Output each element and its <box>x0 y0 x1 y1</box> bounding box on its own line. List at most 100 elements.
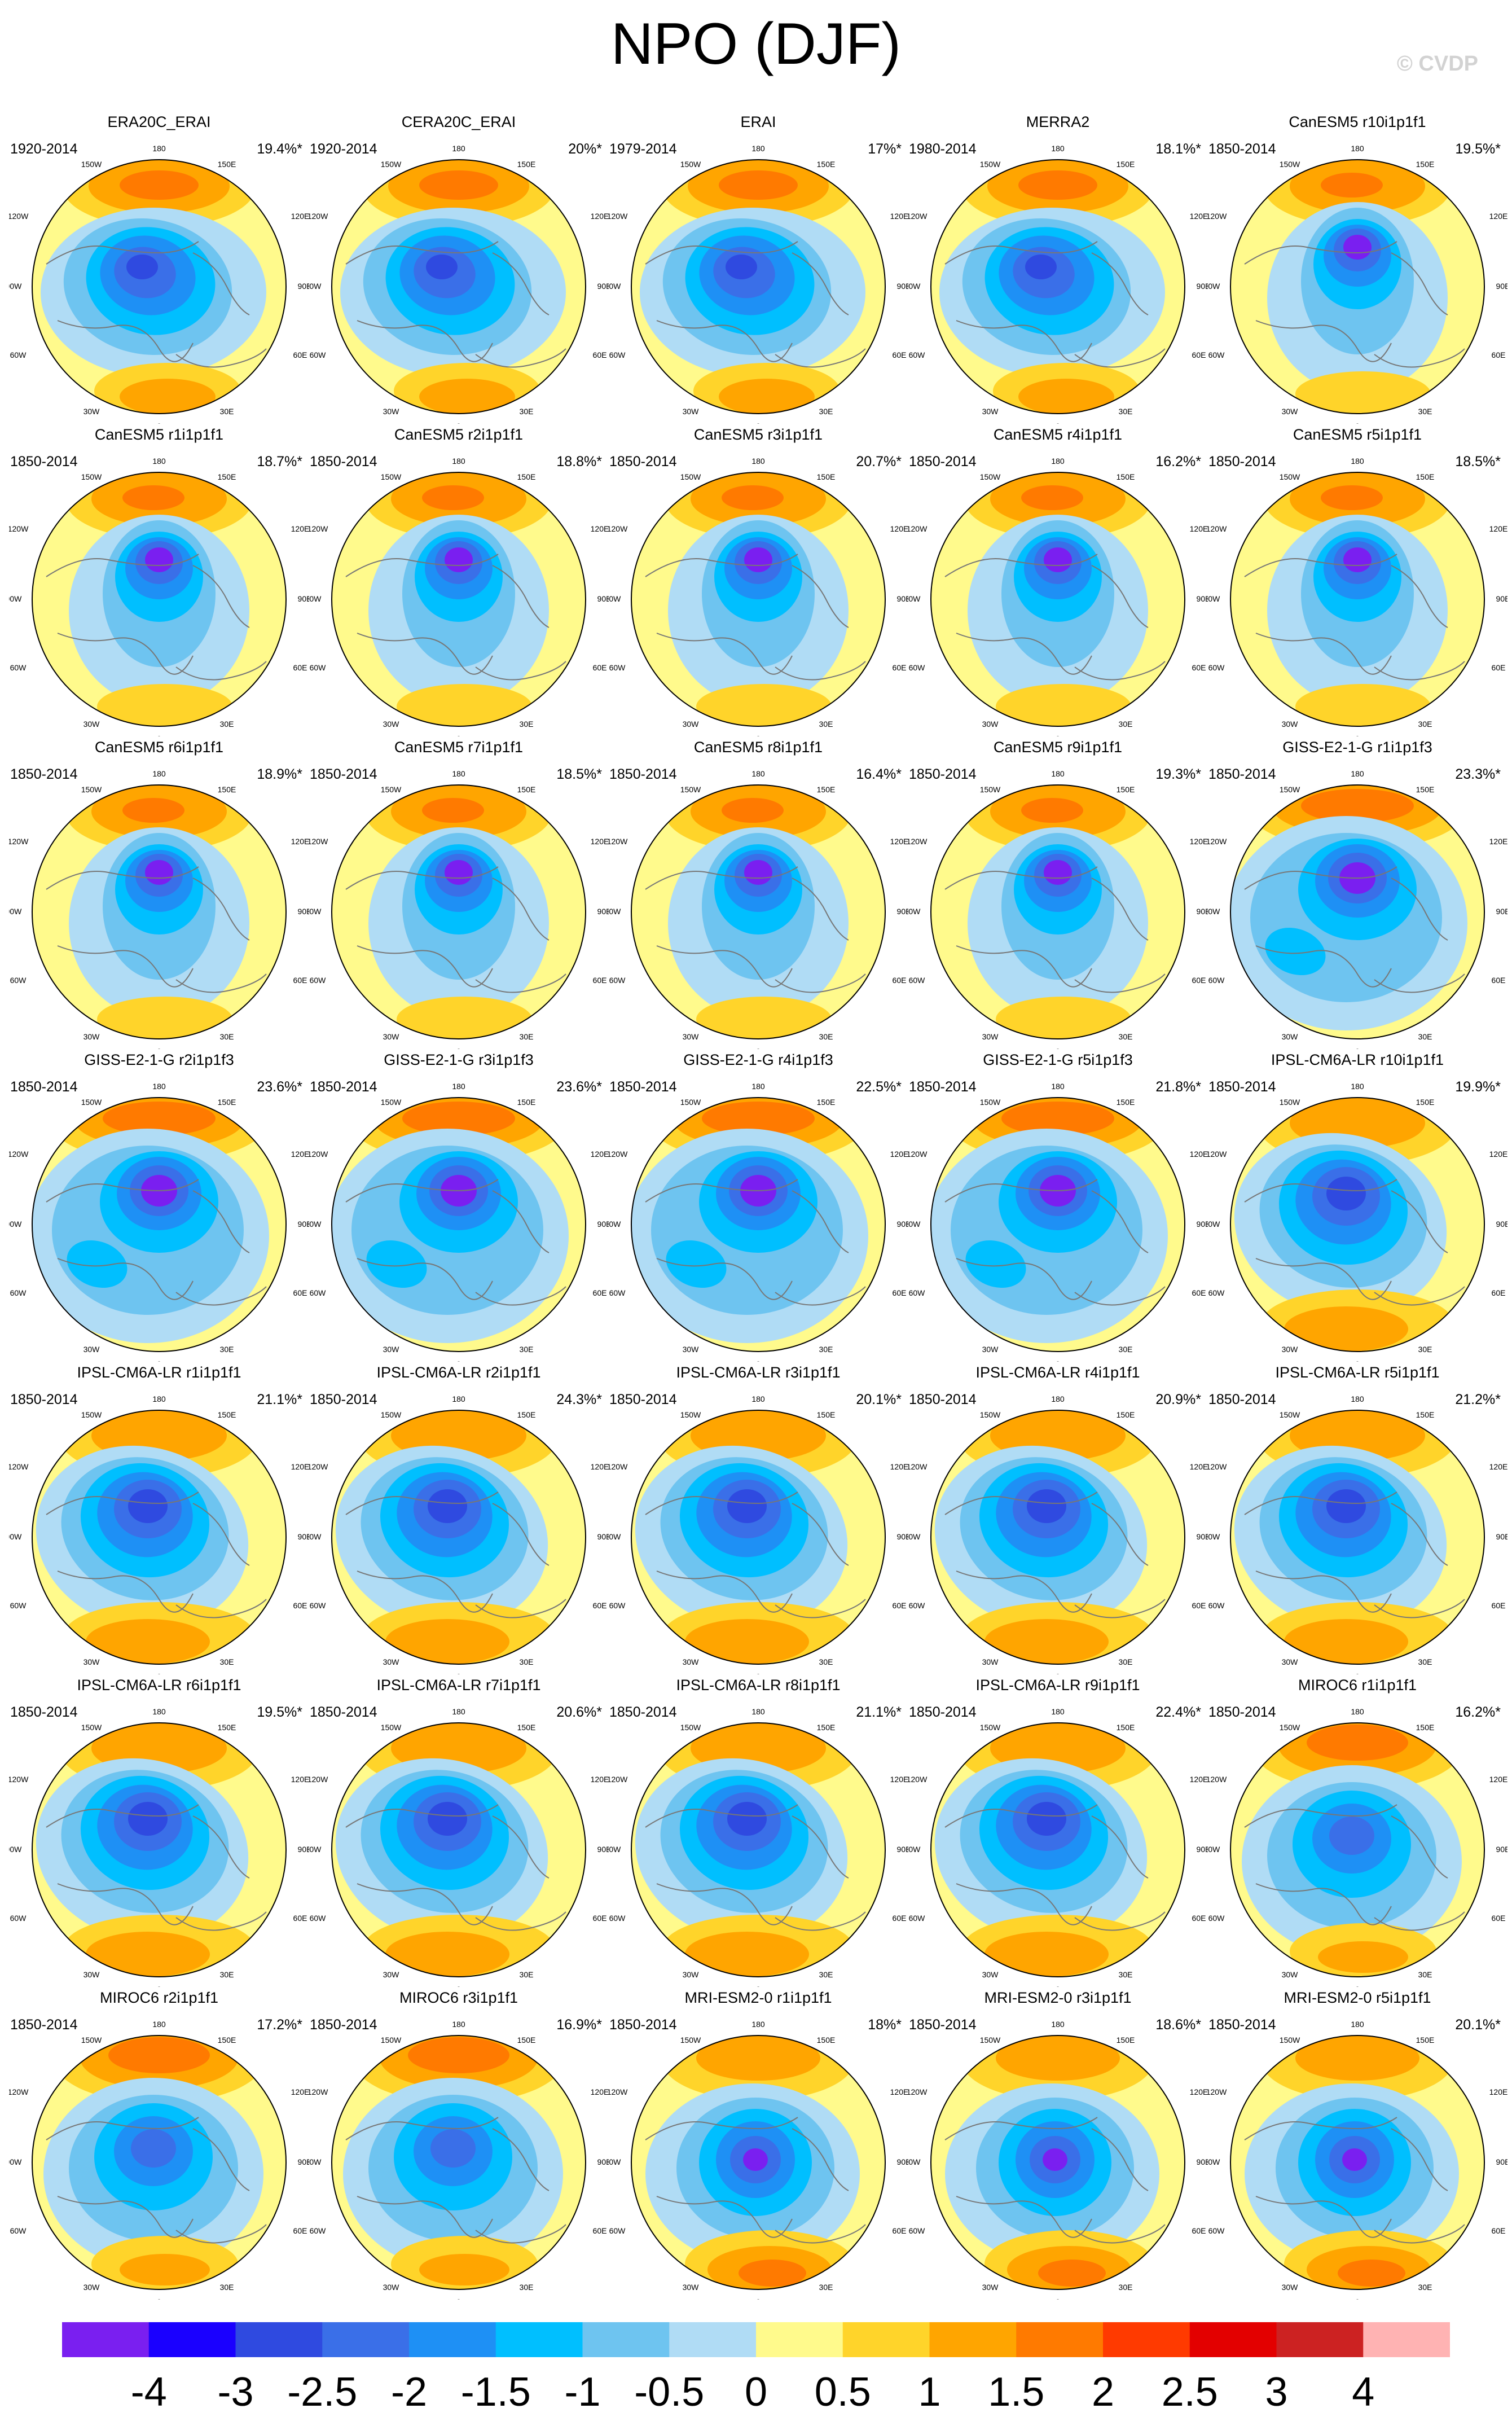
map-border <box>32 159 287 414</box>
colorbar-swatch <box>322 2322 410 2357</box>
coastline <box>46 241 267 368</box>
longitude-label: 120E <box>291 212 309 221</box>
contour-region <box>996 2035 1120 2081</box>
longitude-label: 180 <box>452 144 465 153</box>
contour-region <box>430 2129 476 2168</box>
longitude-label: 150E <box>218 1723 236 1732</box>
contour-region <box>419 2254 509 2285</box>
longitude-label: 30W <box>1282 720 1299 729</box>
longitude-label: 60E <box>893 2226 907 2235</box>
longitude-label: 120E <box>1489 1462 1507 1471</box>
longitude-label: 90W <box>1207 1532 1220 1541</box>
map-border <box>930 159 1185 414</box>
longitude-label: 150W <box>81 2035 102 2045</box>
contour-region <box>445 860 473 885</box>
map-panel: MERRA2 1980-2014 18.1%* 180 150W 150E 120W 120E… <box>908 113 1208 426</box>
contour-region <box>1027 1802 1066 1836</box>
longitude-label: 120E <box>1190 1775 1208 1784</box>
map-border <box>331 472 586 727</box>
map-panel: GISS-E2-1-G r3i1p1f3 1850-2014 23.6%* 180 15… <box>309 1051 609 1364</box>
panel-title: GISS-E2-1-G r2i1p1f3 <box>84 1051 234 1068</box>
longitude-label: 90W <box>9 1532 22 1541</box>
polar-map: 180 150W 150E 120W 120E 90W 90E 60W 60E 30W 30E 0 <box>9 2020 309 2300</box>
contour-region <box>408 2037 509 2073</box>
longitude-label: 120W <box>1207 1150 1227 1159</box>
longitude-label: 180 <box>152 769 166 778</box>
map-panel: MIROC6 r1i1p1f1 1850-2014 16.2%* 180 150W 150… <box>1207 1676 1507 1989</box>
longitude-label: 150W <box>980 1410 1001 1419</box>
longitude-label: 60E <box>593 1914 607 1923</box>
longitude-label: 120E <box>291 1775 309 1784</box>
polar-map: 180 150W 150E 120W 120E 90W 90E 60W 60E 30W 30E 0 <box>608 769 908 1049</box>
longitude-label: 30W <box>683 720 700 729</box>
longitude-label: 150W <box>381 160 402 169</box>
contour-region <box>666 1240 727 1288</box>
longitude-label: 90W <box>908 1845 921 1854</box>
longitude-label: 30E <box>1119 1345 1133 1354</box>
longitude-label: 150E <box>517 1723 536 1732</box>
panel-title: IPSL-CM6A-LR r4i1p1f1 <box>975 1364 1140 1381</box>
longitude-label: 0 <box>1355 1672 1360 1674</box>
contour-region <box>108 2037 210 2073</box>
panel-years: 1920-2014 <box>10 141 78 157</box>
longitude-label: 90E <box>1496 594 1507 603</box>
map-border <box>930 784 1185 1039</box>
contour-region <box>385 1932 509 1977</box>
panel-years: 1850-2014 <box>1208 1079 1276 1095</box>
longitude-label: 60W <box>10 976 27 985</box>
longitude-label: 0 <box>456 422 461 424</box>
longitude-label: 0 <box>1056 734 1060 736</box>
longitude-label: 60E <box>1192 1288 1206 1297</box>
longitude-label: 90W <box>608 282 621 291</box>
longitude-label: 150W <box>1280 1410 1300 1419</box>
longitude-label: 0 <box>1056 1672 1060 1674</box>
contour-region <box>397 684 532 726</box>
panel-years: 1850-2014 <box>909 766 977 782</box>
panel-variance: 20.7%* <box>856 454 902 470</box>
longitude-label: 60W <box>10 350 27 359</box>
panel-title: CanESM5 r5i1p1f1 <box>1293 426 1422 443</box>
longitude-label: 150W <box>680 1098 701 1107</box>
colorbar-label: 3 <box>1265 2370 1287 2415</box>
panel-years: 1850-2014 <box>310 1079 377 1095</box>
colorbar-label: 0 <box>745 2370 767 2415</box>
longitude-label: 90E <box>897 2157 908 2166</box>
longitude-label: 180 <box>751 144 765 153</box>
longitude-label: 30E <box>520 1032 534 1041</box>
longitude-label: 30E <box>520 1345 534 1354</box>
longitude-label: 60W <box>1208 663 1225 672</box>
longitude-label: 120E <box>1190 1462 1208 1471</box>
longitude-label: 60E <box>1192 1914 1206 1923</box>
contour-region <box>1295 371 1431 414</box>
panel-variance: 16.9%* <box>556 2017 602 2033</box>
longitude-label: 180 <box>152 1707 166 1716</box>
longitude-label: 30W <box>83 2283 100 2292</box>
longitude-label: 60E <box>893 663 907 672</box>
map-border <box>1230 2035 1485 2290</box>
longitude-label: 30E <box>1119 1657 1133 1666</box>
longitude-label: 90W <box>908 1219 921 1229</box>
polar-map: 180 150W 150E 120W 120E 90W 90E 60W 60E 30W 30E 0 <box>1207 2020 1507 2300</box>
panel-title: MIROC6 r2i1p1f1 <box>99 1989 219 2006</box>
longitude-label: 60E <box>1492 2226 1506 2235</box>
longitude-label: 90E <box>1197 282 1208 291</box>
panel-title: MIROC6 r1i1p1f1 <box>1298 1677 1417 1694</box>
polar-map: 180 150W 150E 120W 120E 90W 90E 60W 60E 30W 30E 0 <box>9 1082 309 1362</box>
longitude-label: 120E <box>291 2087 309 2096</box>
longitude-label: 150E <box>1416 1410 1435 1419</box>
longitude-label: 90W <box>608 1532 621 1541</box>
longitude-label: 150E <box>218 785 236 794</box>
map-border <box>331 784 586 1039</box>
longitude-label: 90W <box>309 282 322 291</box>
longitude-label: 180 <box>152 1394 166 1403</box>
contour-region <box>131 2129 176 2168</box>
longitude-label: 150E <box>817 2035 836 2045</box>
longitude-label: 150W <box>680 472 701 481</box>
longitude-label: 30E <box>819 1032 833 1041</box>
longitude-label: 60W <box>10 1914 27 1923</box>
polar-map: 180 150W 150E 120W 120E 90W 90E 60W 60E 30W 30E 0 <box>1207 769 1507 1049</box>
longitude-label: 180 <box>152 2020 166 2029</box>
longitude-label: 90E <box>298 1219 309 1229</box>
longitude-label: 120E <box>291 837 309 846</box>
coastline <box>345 1179 566 1306</box>
